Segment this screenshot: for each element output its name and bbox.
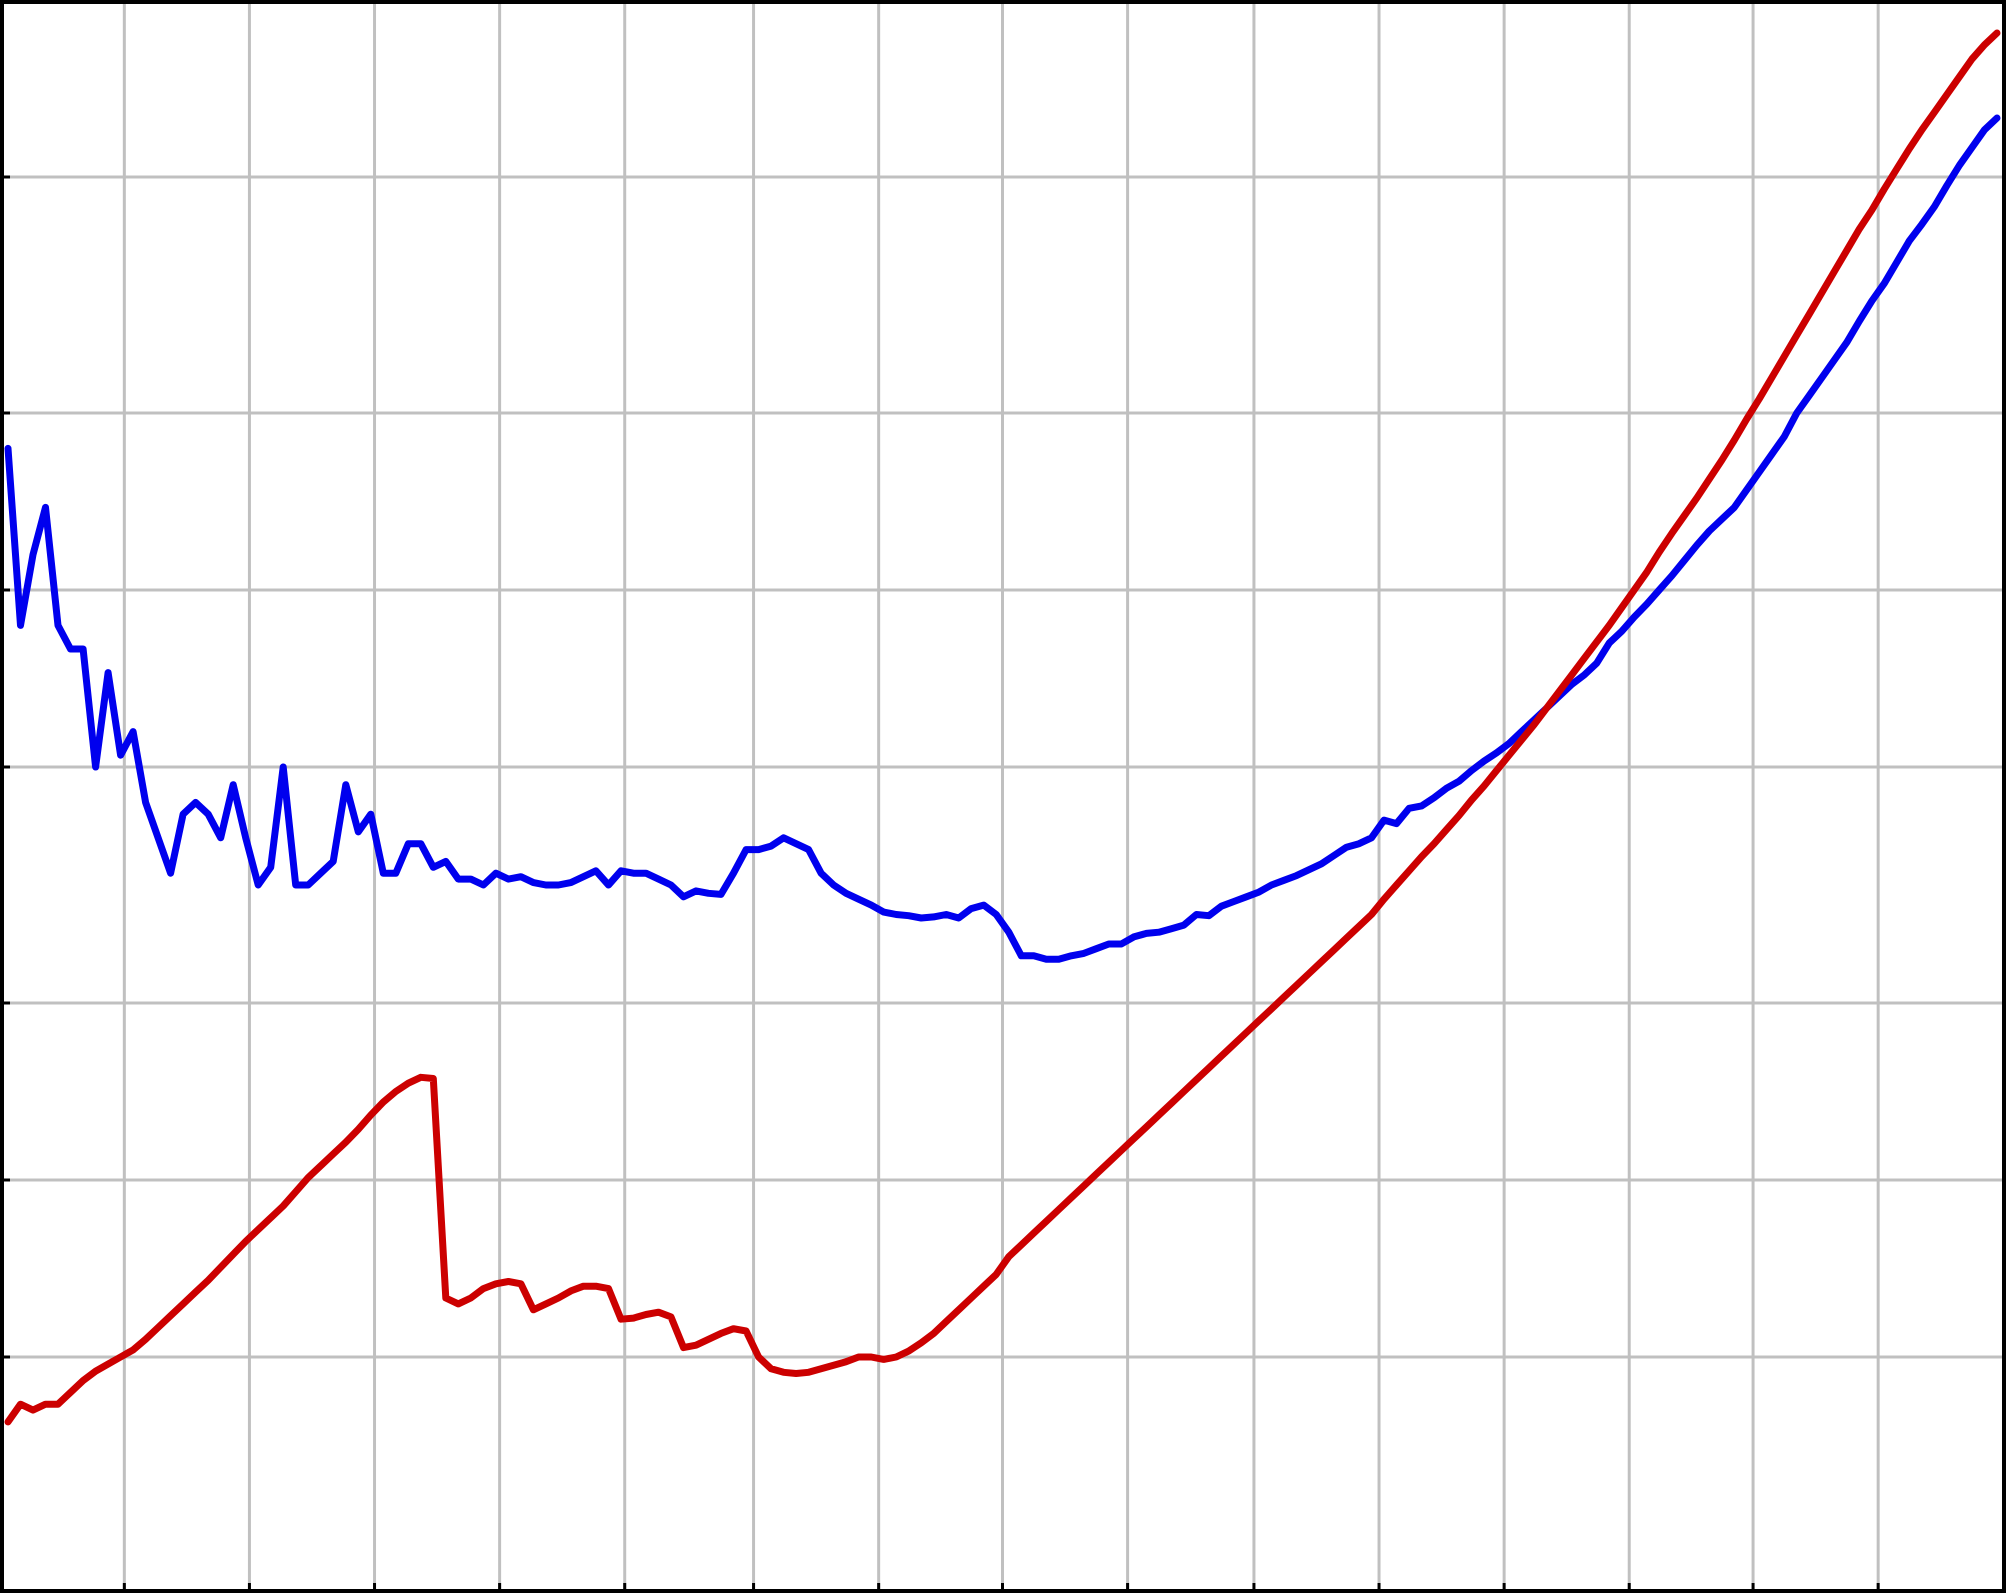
series-lines bbox=[4, 29, 2001, 1426]
axis-ticks bbox=[0, 175, 1880, 1593]
red-series-line bbox=[4, 29, 2001, 1426]
blue-series-line bbox=[4, 114, 2001, 963]
